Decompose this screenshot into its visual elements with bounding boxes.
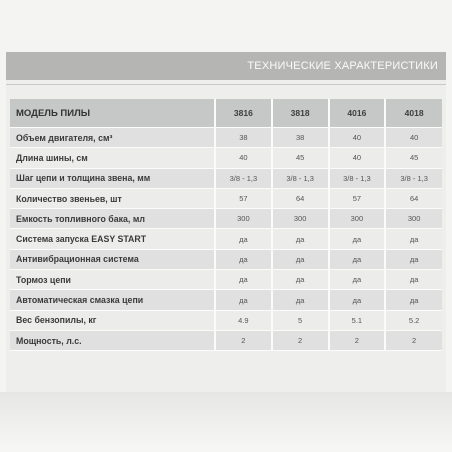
row-value: да	[214, 289, 272, 311]
row-label: Емкость топливного бака, мл	[10, 208, 215, 230]
table-row: Вес бензопилы, кг 4.9 5 5.1 5.2	[10, 310, 442, 331]
row-value: 300	[327, 208, 386, 230]
row-value: да	[327, 269, 386, 291]
table-row: Тормоз цепи да да да да	[10, 269, 442, 291]
row-value: да	[327, 289, 386, 311]
row-value: 2	[384, 330, 442, 352]
row-value: да	[384, 289, 442, 311]
page-bottom	[0, 392, 452, 452]
row-value: 2	[270, 330, 329, 352]
row-value: да	[214, 249, 272, 271]
table-row: Емкость топливного бака, мл 300 300 300 300	[10, 208, 442, 230]
row-value: да	[214, 228, 272, 250]
row-label: Мощность, л.с.	[10, 330, 215, 352]
page-title: ТЕХНИЧЕСКИЕ ХАРАКТЕРИСТИКИ	[247, 60, 438, 72]
row-value: 3/8 - 1,3	[214, 168, 272, 189]
header-cell-model: 4018	[384, 99, 442, 128]
row-value: 300	[270, 208, 329, 230]
row-value: 300	[214, 208, 272, 230]
table-row: Объем двигателя, см³ 38 38 40 40	[10, 127, 442, 149]
row-value: 38	[214, 127, 272, 149]
row-value: да	[270, 249, 329, 271]
row-value: 300	[384, 208, 442, 230]
row-value: 57	[214, 188, 272, 210]
row-value: да	[214, 269, 272, 291]
row-value: 38	[270, 127, 329, 149]
row-value: да	[327, 228, 386, 250]
row-label: Объем двигателя, см³	[10, 127, 215, 149]
row-value: да	[270, 269, 329, 291]
row-value: 3/8 - 1,3	[270, 168, 329, 189]
row-label: Система запуска EASY START	[10, 228, 215, 250]
header-cell-model: 4016	[327, 99, 386, 128]
row-label: Шаг цепи и толщина звена, мм	[10, 168, 215, 189]
row-value: 40	[214, 147, 272, 169]
header-cell-model: 3818	[270, 99, 329, 128]
row-value: 45	[270, 147, 329, 169]
row-value: да	[270, 289, 329, 311]
row-label: Тормоз цепи	[10, 269, 215, 291]
row-value: 2	[214, 330, 272, 352]
table-row: Количество звеньев, шт 57 64 57 64	[10, 188, 442, 210]
row-value: 2	[327, 330, 386, 352]
table-header-row: МОДЕЛЬ ПИЛЫ 3816 3818 4016 4018	[10, 99, 442, 128]
row-label: Антивибрационная система	[10, 249, 215, 271]
row-label: Вес бензопилы, кг	[10, 310, 215, 331]
row-value: 40	[327, 147, 386, 169]
table-row: Автоматическая смазка цепи да да да да	[10, 289, 442, 311]
row-label: Количество звеньев, шт	[10, 188, 215, 210]
row-value: да	[270, 228, 329, 250]
row-value: 3/8 - 1,3	[384, 168, 442, 189]
row-value: 57	[327, 188, 386, 210]
table-row: Антивибрационная система да да да да	[10, 249, 442, 271]
row-label: Автоматическая смазка цепи	[10, 289, 215, 311]
row-value: 3/8 - 1,3	[327, 168, 386, 189]
row-label: Длина шины, см	[10, 147, 215, 169]
row-value: 5	[270, 310, 329, 331]
header-cell-model-label: МОДЕЛЬ ПИЛЫ	[10, 99, 215, 128]
specs-table: МОДЕЛЬ ПИЛЫ 3816 3818 4016 4018 Объем дв…	[10, 99, 442, 352]
row-value: 45	[384, 147, 442, 169]
row-value: да	[384, 228, 442, 250]
row-value: да	[384, 249, 442, 271]
divider	[6, 84, 446, 85]
row-value: 5.2	[384, 310, 442, 331]
header-band	[6, 52, 446, 80]
table-row: Мощность, л.с. 2 2 2 2	[10, 330, 442, 352]
header-cell-model: 3816	[214, 99, 272, 128]
table-row: Система запуска EASY START да да да да	[10, 228, 442, 250]
row-value: да	[327, 249, 386, 271]
row-value: 40	[327, 127, 386, 149]
table-row: Шаг цепи и толщина звена, мм 3/8 - 1,3 3/8…	[10, 168, 442, 189]
row-value: 64	[384, 188, 442, 210]
row-value: 64	[270, 188, 329, 210]
row-value: 4.9	[214, 310, 272, 331]
row-value: да	[384, 269, 442, 291]
table-row: Длина шины, см 40 45 40 45	[10, 147, 442, 169]
row-value: 5.1	[327, 310, 386, 331]
row-value: 40	[384, 127, 442, 149]
